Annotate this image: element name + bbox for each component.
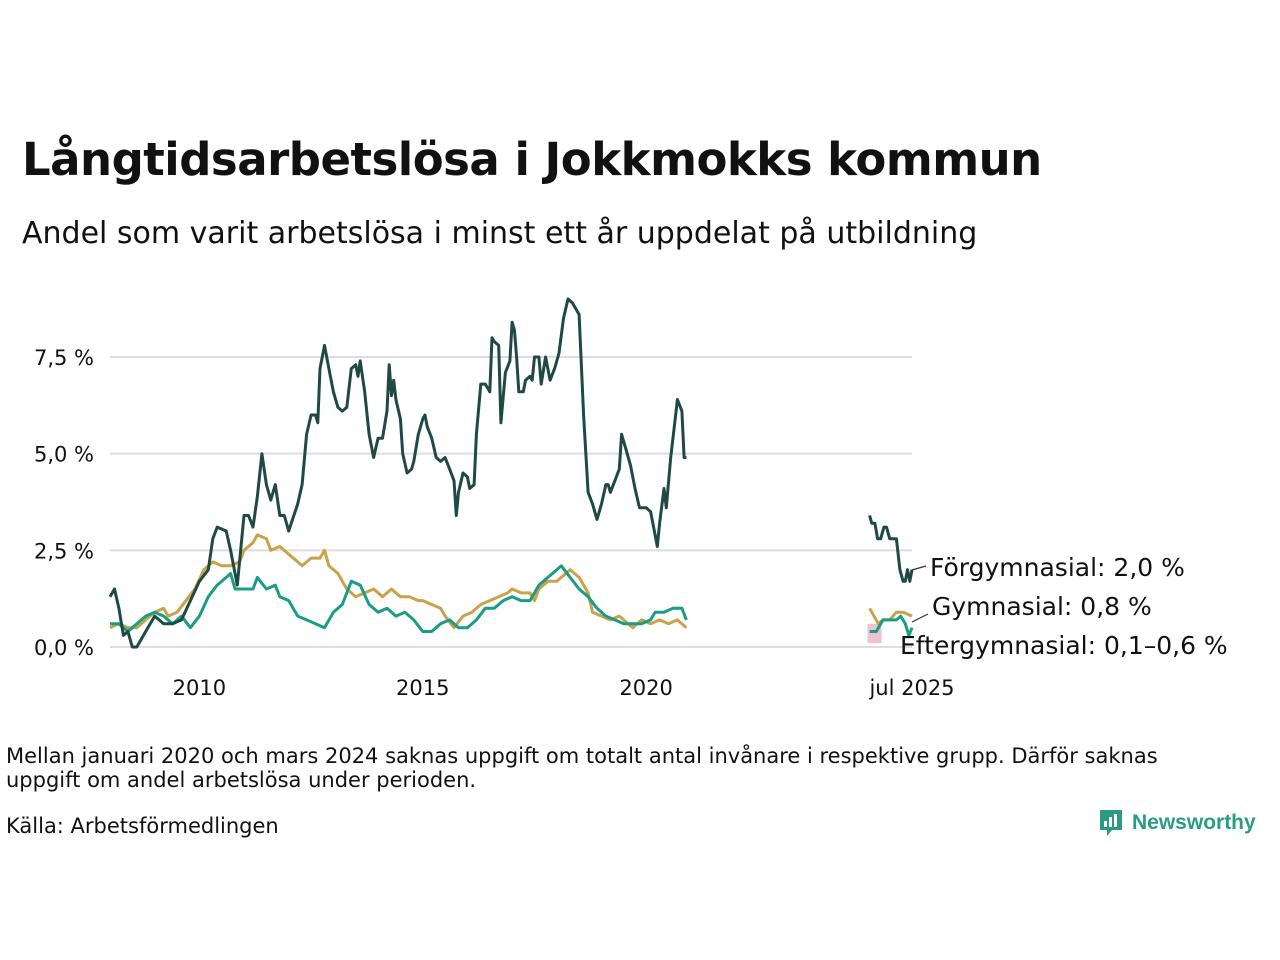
y-tick-label: 7,5 % (34, 346, 94, 370)
grid-lines (110, 356, 912, 648)
newsworthy-logo[interactable]: Newsworthy (1098, 808, 1256, 838)
footnote: Mellan januari 2020 och mars 2024 saknas… (6, 744, 1158, 792)
series-line-förgymnasial (868, 515, 914, 583)
series-lines (108, 297, 914, 649)
series-line-gymnasial (109, 533, 688, 630)
series-end-labels: Förgymnasial: 2,0 % Gymnasial: 0,8 % Efter… (900, 553, 1228, 660)
line-chart: 0,0 % 2,5 % 5,0 % 7,5 % 2010 2015 2020 jul 202… (34, 297, 1228, 700)
y-axis-ticks: 0,0 % 2,5 % 5,0 % 7,5 % (34, 346, 94, 660)
x-tick-label: 2015 (396, 676, 449, 700)
y-tick-label: 5,0 % (34, 443, 94, 467)
x-tick-label: 2010 (173, 676, 226, 700)
end-label-förgymnasial: Förgymnasial: 2,0 % (930, 553, 1185, 582)
logo-text: Newsworthy (1132, 811, 1256, 834)
series-line-förgymnasial (108, 297, 687, 649)
label-leader-line (911, 613, 929, 623)
y-tick-label: 0,0 % (34, 636, 94, 660)
chart-title: Långtidsarbetslösa i Jokkmokks kommun (22, 133, 1042, 186)
series-line-eftergymnasial (869, 614, 914, 637)
y-tick-label: 2,5 % (34, 539, 94, 563)
label-leader-line (911, 565, 927, 571)
end-label-eftergymnasial: Eftergymnasial: 0,1–0,6 % (900, 631, 1228, 660)
series-line-eftergymnasial (110, 564, 688, 633)
x-tick-label: 2020 (619, 676, 672, 700)
chart-subtitle: Andel som varit arbetslösa i minst ett å… (22, 216, 978, 251)
x-axis-ticks: 2010 2015 2020 jul 2025 (173, 676, 955, 700)
end-label-gymnasial: Gymnasial: 0,8 % (932, 592, 1152, 621)
source-credit: Källa: Arbetsförmedlingen (6, 814, 279, 838)
newsworthy-logo-icon (1100, 810, 1122, 836)
x-tick-label: jul 2025 (868, 676, 954, 700)
